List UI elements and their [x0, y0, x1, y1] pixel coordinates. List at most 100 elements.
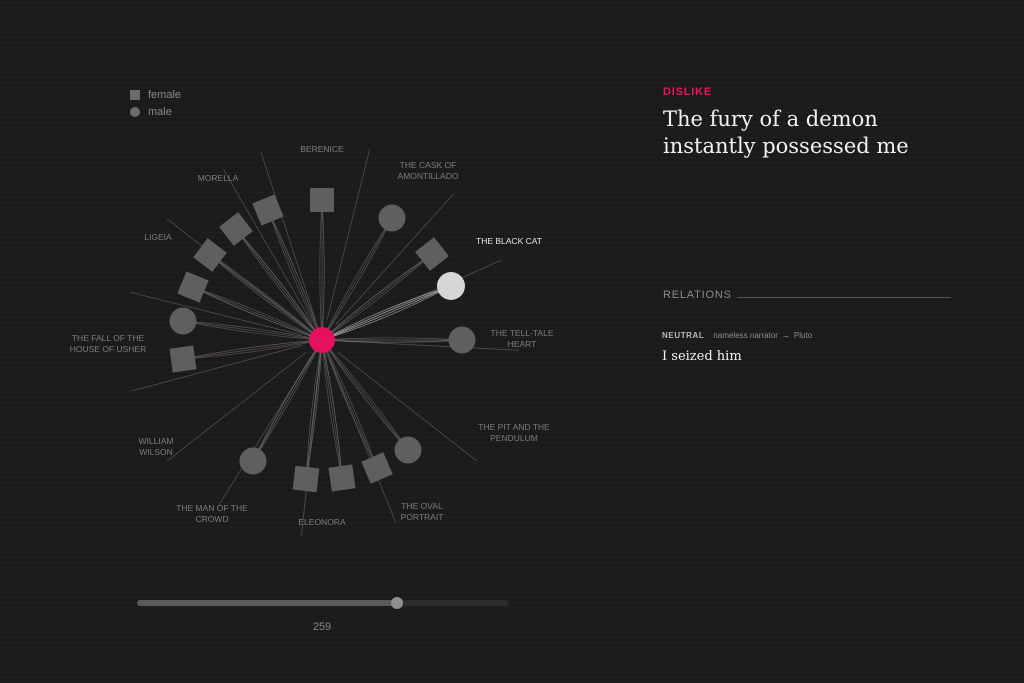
story-label[interactable]: THE MAN OF THE CROWD: [176, 503, 248, 524]
slider-handle[interactable]: [391, 597, 404, 609]
relation-link: [321, 285, 452, 341]
story-divider-line: [329, 358, 397, 523]
story-label[interactable]: MORELLA: [198, 173, 239, 183]
relation-link: [321, 199, 325, 341]
relation-link: [192, 286, 323, 341]
female-character-node[interactable]: [219, 212, 253, 246]
story-label[interactable]: THE CASK OF AMONTILLADO: [398, 160, 459, 181]
story-label[interactable]: BERENICE: [300, 144, 344, 154]
story-label[interactable]: THE FALL OF THE HOUSE OF USHER: [70, 333, 147, 354]
story-labels: BERENICE THE CASK OF AMONTILLADO THE BLACK …: [70, 144, 554, 527]
relation-link: [209, 254, 323, 341]
story-divider-line: [341, 340, 519, 351]
story-label[interactable]: THE TELL-TALE HEART: [491, 328, 554, 349]
story-label[interactable]: WILLIAM WILSON: [139, 436, 174, 457]
relation-link: [321, 253, 433, 341]
relation-link: [252, 339, 323, 462]
relation-link: [305, 339, 323, 480]
detail-quote: The fury of a demon instantly possessed …: [663, 107, 909, 158]
relation-link: [182, 320, 323, 341]
relation-link: [321, 337, 463, 341]
relation-link: [321, 339, 343, 479]
arrow-right-icon: →: [781, 331, 790, 340]
timeline-slider[interactable]: [137, 597, 509, 609]
relation-link: [321, 285, 452, 341]
relation-link: [321, 339, 343, 479]
relation-item[interactable]: NEUTRAL nameless narrator → Pluto I seiz…: [662, 331, 962, 364]
female-character-node[interactable]: [169, 345, 197, 373]
story-divider-line: [335, 193, 455, 326]
relation-meta: NEUTRAL nameless narrator → Pluto: [662, 331, 962, 340]
story-divider-line: [260, 152, 317, 322]
relation-link: [267, 209, 323, 341]
female-character-node[interactable]: [361, 452, 393, 484]
male-character-node[interactable]: [394, 436, 422, 464]
relation-link: [252, 339, 323, 462]
relation-link: [192, 286, 323, 341]
female-character-node[interactable]: [177, 271, 209, 303]
female-square-icon: [130, 89, 140, 100]
relation-link: [321, 339, 378, 469]
female-character-node[interactable]: [415, 237, 449, 271]
center-character-node[interactable]: [309, 327, 335, 353]
relation-link: [305, 339, 323, 480]
relation-link: [321, 285, 452, 341]
relation-link: [267, 209, 323, 341]
relation-link: [182, 339, 323, 360]
male-circle-icon: [130, 106, 140, 117]
story-label[interactable]: THE PIT AND THE PENDULUM: [478, 422, 550, 443]
relation-link: [321, 339, 409, 451]
story-divider-line: [301, 359, 321, 536]
relation-link: [235, 228, 323, 341]
relation-link: [209, 254, 323, 341]
slider-fill: [137, 600, 398, 606]
relation-link: [321, 253, 433, 341]
male-character-node[interactable]: [378, 204, 406, 232]
story-divider-line: [326, 148, 371, 321]
relation-link: [182, 320, 323, 341]
relation-link: [321, 339, 409, 451]
female-character-node[interactable]: [328, 464, 356, 492]
story-divider-line: [131, 344, 303, 392]
story-label[interactable]: LIGEIA: [144, 232, 172, 242]
female-character-node[interactable]: [292, 465, 320, 493]
relation-link: [321, 339, 378, 469]
legend-male: male: [130, 103, 181, 120]
relation-link: [235, 228, 323, 341]
relation-link: [321, 339, 378, 469]
story-label[interactable]: ELEONORA: [298, 517, 346, 527]
relation-link: [192, 286, 323, 341]
story-divider-line: [223, 169, 313, 323]
male-character-node[interactable]: [448, 326, 476, 354]
gender-legend: female male: [130, 86, 181, 120]
female-character-node[interactable]: [310, 188, 334, 212]
detail-panel: DISLIKE The fury of a demon instantly po…: [663, 86, 963, 160]
relation-link: [209, 254, 323, 341]
legend-male-label: male: [148, 105, 172, 118]
legend-female-label: female: [148, 88, 182, 101]
relation-type: NEUTRAL: [662, 331, 705, 340]
story-label[interactable]: THE OVAL PORTRAIT: [401, 501, 444, 522]
legend-female: female: [130, 86, 181, 103]
female-character-node[interactable]: [193, 238, 227, 272]
male-character-node[interactable]: [169, 307, 197, 335]
female-character-node[interactable]: [252, 194, 284, 226]
male-character-node[interactable]: [239, 447, 267, 475]
relation-link: [321, 285, 452, 341]
story-label[interactable]: THE BLACK CAT: [476, 236, 542, 246]
relations-header: RELATIONS: [663, 289, 951, 301]
relation-link: [321, 339, 463, 343]
story-divider-line: [166, 351, 307, 462]
relations-divider: [736, 296, 951, 298]
relation-link: [321, 217, 393, 341]
relation-link: [182, 339, 323, 360]
male-character-node[interactable]: [437, 272, 465, 300]
relation-link: [252, 339, 323, 462]
relation-links: [182, 199, 463, 480]
relation-link: [321, 253, 433, 341]
slider-value: 259: [312, 621, 332, 633]
relation-text: I seized him: [662, 349, 742, 364]
relation-link: [319, 199, 323, 341]
relation-link: [321, 339, 343, 479]
relation-link: [267, 209, 323, 341]
